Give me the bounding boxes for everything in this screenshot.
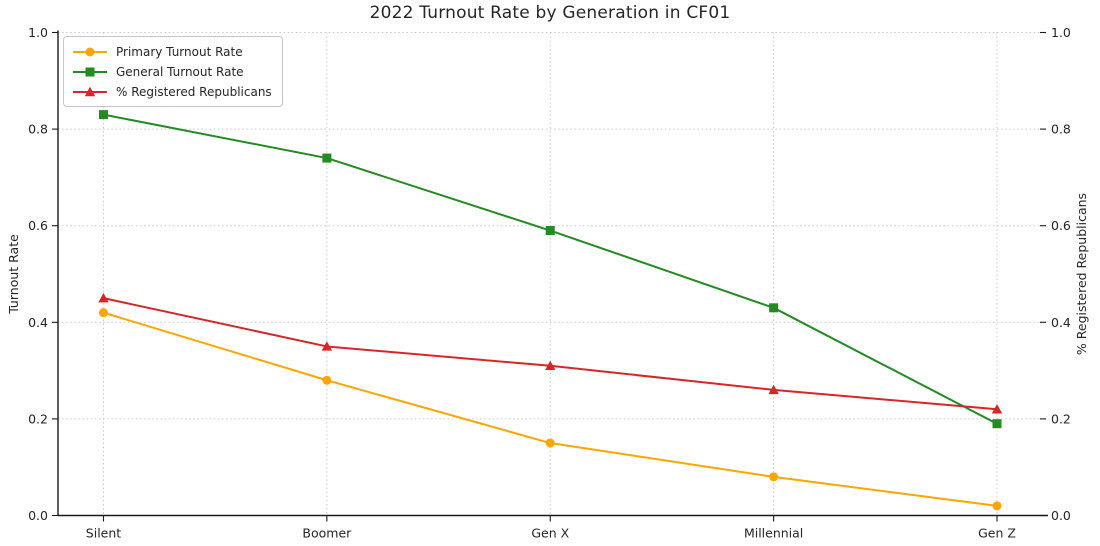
x-tick-label: Silent <box>86 526 121 541</box>
legend-marker-icon <box>84 86 96 96</box>
left-y-tick-label: 0.6 <box>28 218 48 233</box>
x-tick-label: Gen Z <box>978 526 1016 541</box>
right-y-tick-label: 0.0 <box>1051 508 1071 523</box>
data-point-marker <box>322 153 332 163</box>
right-y-axis-label: % Registered Republicans <box>1074 192 1089 356</box>
data-point-marker <box>545 226 555 236</box>
data-point-marker <box>769 303 779 313</box>
legend: Primary Turnout Rate General Turnout Rat… <box>63 36 283 107</box>
left-y-tick-label: 0.0 <box>28 508 48 523</box>
data-point-marker <box>322 375 332 385</box>
x-tick-label: Gen X <box>531 526 569 541</box>
left-y-tick-label: 0.8 <box>28 122 48 137</box>
left-y-tick-label: 0.4 <box>28 315 48 330</box>
legend-item-registered-republicans: % Registered Republicans <box>72 83 272 100</box>
legend-line-square-icon <box>73 67 107 76</box>
left-y-tick-label: 1.0 <box>28 25 48 40</box>
data-point-marker <box>545 438 555 448</box>
data-point-marker <box>991 404 1003 414</box>
legend-item-primary-turnout: Primary Turnout Rate <box>72 43 272 60</box>
legend-label: General Turnout Rate <box>116 64 244 79</box>
series-registered-republicans <box>98 292 1003 414</box>
right-y-tick-label: 0.2 <box>1051 411 1071 426</box>
x-tick-label: Millennial <box>744 526 803 541</box>
legend-marker-icon <box>85 47 95 56</box>
legend-item-general-turnout: General Turnout Rate <box>72 63 272 80</box>
series-line <box>102 311 998 507</box>
data-point-marker <box>321 341 333 351</box>
right-y-tick-label: 0.8 <box>1051 122 1071 137</box>
data-point-marker <box>99 110 108 120</box>
chart-title: 2022 Turnout Rate by Generation in CF01 <box>369 3 731 23</box>
left-y-tick-label: 0.2 <box>28 411 48 426</box>
right-y-tick-label: 0.4 <box>1051 315 1071 330</box>
data-point-marker <box>545 360 556 370</box>
x-tick-label: Boomer <box>302 526 352 541</box>
legend-label: Primary Turnout Rate <box>116 44 243 59</box>
series-primary-turnout <box>99 308 1002 511</box>
legend-line-triangle-icon <box>73 86 107 96</box>
data-point-marker <box>768 384 779 395</box>
data-point-marker <box>992 419 1002 429</box>
legend-marker-icon <box>85 67 95 76</box>
legend-label: % Registered Republicans <box>116 84 272 99</box>
legend-line-circle-icon <box>73 47 107 56</box>
data-point-marker <box>98 292 109 303</box>
right-y-tick-label: 0.6 <box>1051 218 1071 233</box>
data-point-marker <box>769 472 779 482</box>
right-y-tick-label: 1.0 <box>1051 25 1071 40</box>
left-y-axis-label: Turnout Rate <box>6 234 21 314</box>
data-point-marker <box>99 308 108 318</box>
data-point-marker <box>992 501 1002 511</box>
series-general-turnout <box>99 110 1002 429</box>
